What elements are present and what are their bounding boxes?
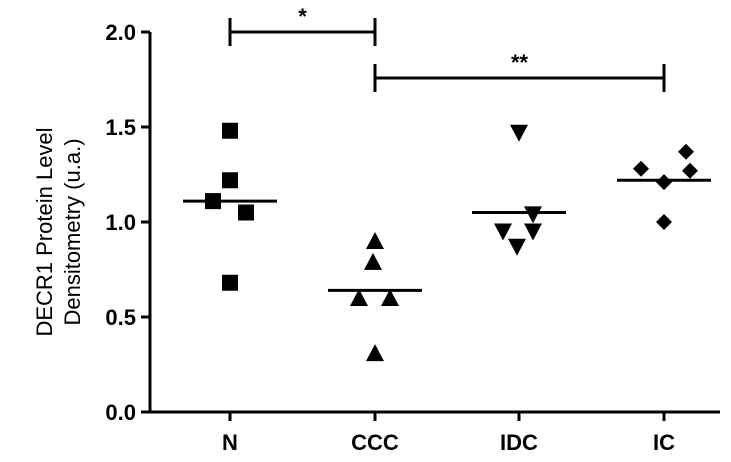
- x-tick-label: N: [222, 430, 238, 455]
- significance-label: *: [298, 4, 307, 29]
- data-point: [366, 344, 384, 362]
- data-point: [222, 274, 238, 291]
- x-tick-label: IDC: [500, 430, 538, 455]
- x-tick-label: CCC: [351, 430, 399, 455]
- y-tick-label: 2.0: [105, 20, 136, 45]
- data-point: [366, 232, 384, 249]
- data-point: [508, 238, 526, 256]
- data-point: [222, 172, 238, 189]
- data-point: [656, 174, 672, 191]
- y-axis-label: DECR1 Protein Level: [32, 127, 57, 336]
- significance-label: **: [511, 50, 529, 75]
- data-point: [381, 289, 399, 306]
- data-point: [238, 204, 254, 221]
- x-tick-label: IC: [653, 430, 675, 455]
- data-point: [633, 160, 649, 177]
- data-point: [364, 252, 382, 270]
- y-axis-label: Densitometry (u.a.): [60, 138, 85, 325]
- data-point: [510, 124, 528, 142]
- data-point: [682, 162, 698, 179]
- data-point: [524, 206, 542, 224]
- data-point: [524, 223, 542, 241]
- data-point: [656, 214, 672, 230]
- data-point: [222, 122, 238, 139]
- data-point: [494, 223, 512, 241]
- data-point: [350, 289, 368, 306]
- y-tick-label: 0.0: [105, 400, 136, 425]
- data-point: [678, 143, 694, 160]
- y-tick-label: 1.5: [105, 115, 136, 140]
- y-tick-label: 0.5: [105, 305, 136, 330]
- y-tick-label: 1.0: [105, 210, 136, 235]
